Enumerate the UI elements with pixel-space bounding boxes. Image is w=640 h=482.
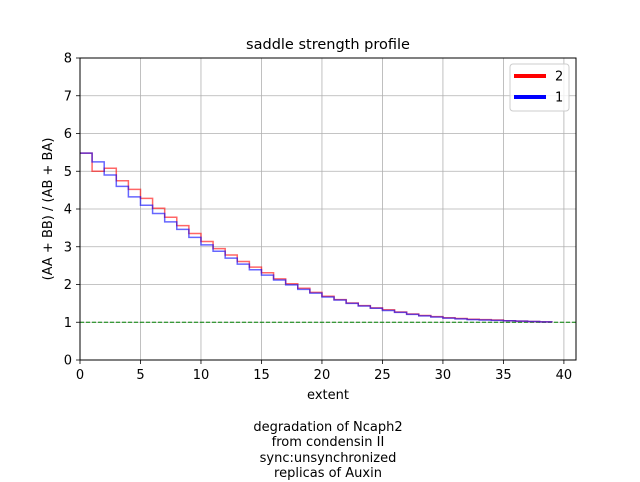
caption-line-2: from condensin II <box>271 435 385 450</box>
y-axis-label: (AA + BB) / (AB + BA) <box>41 138 56 281</box>
data-series <box>80 152 553 323</box>
caption-line-3: sync:unsynchronized <box>259 451 397 466</box>
y-tick-label: 4 <box>64 203 72 218</box>
legend: 21 <box>509 63 570 112</box>
y-tick-label: 7 <box>64 89 72 104</box>
y-tick-label: 0 <box>64 354 72 369</box>
x-tick-label: 40 <box>556 368 573 383</box>
y-tick-label: 2 <box>64 278 72 293</box>
axis-ticks: 0 5 10 15 20 25 30 35 40 0 1 2 3 4 5 6 7 8 <box>64 52 572 384</box>
y-tick-label: 8 <box>64 52 72 67</box>
x-axis-label: extent <box>307 388 349 403</box>
y-tick-label: 5 <box>64 165 72 180</box>
x-tick-label: 35 <box>495 368 512 383</box>
x-tick-label: 25 <box>374 368 391 383</box>
y-tick-label: 3 <box>64 240 72 255</box>
y-tick-label: 1 <box>64 316 72 331</box>
chart-title: saddle strength profile <box>246 37 410 53</box>
grid-lines <box>79 57 576 361</box>
x-tick-label: 30 <box>435 368 452 383</box>
y-tick-label: 6 <box>64 127 72 142</box>
x-tick-label: 0 <box>76 368 84 383</box>
series-line-2 <box>80 152 553 323</box>
caption-line-4: replicas of Auxin <box>274 466 382 481</box>
legend-label-2: 2 <box>555 70 563 85</box>
caption-line-1: degradation of Ncaph2 <box>253 420 403 435</box>
x-tick-label: 10 <box>193 368 210 383</box>
x-tick-label: 20 <box>314 368 331 383</box>
series-line-1 <box>80 152 553 323</box>
x-tick-label: 15 <box>253 368 270 383</box>
legend-label-1: 1 <box>555 91 563 106</box>
x-tick-label: 5 <box>136 368 144 383</box>
